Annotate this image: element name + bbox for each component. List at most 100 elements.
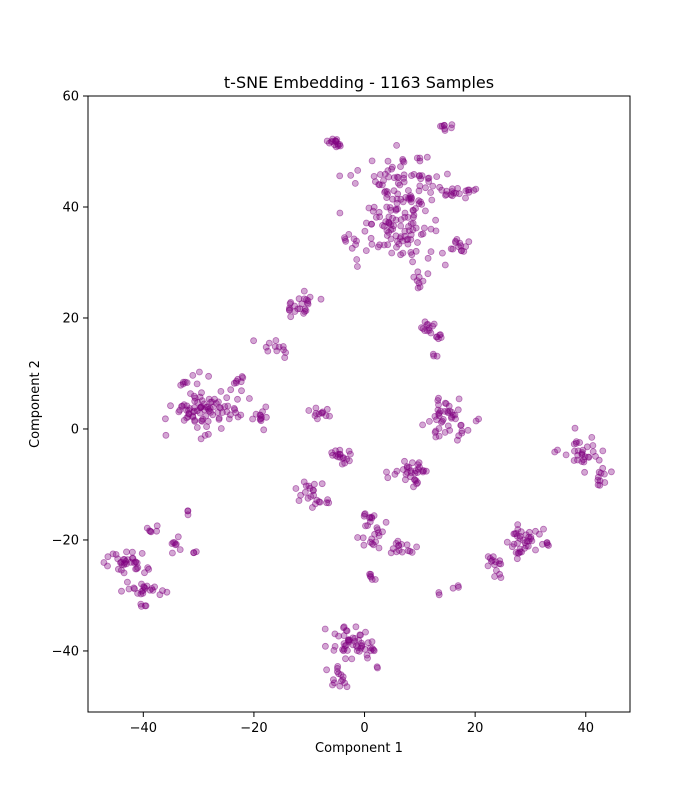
data-point	[432, 227, 440, 235]
y-tick-label: 0	[71, 422, 79, 437]
data-point	[404, 213, 412, 221]
data-point	[125, 585, 133, 593]
x-axis: −40 −20 0 20 40	[130, 712, 594, 736]
data-points	[100, 121, 615, 691]
data-point	[570, 440, 578, 448]
data-point	[329, 676, 337, 684]
data-point	[397, 222, 405, 230]
data-point	[332, 138, 340, 145]
data-point	[403, 541, 411, 549]
data-point	[345, 230, 353, 238]
data-point	[215, 415, 223, 423]
data-point	[515, 549, 523, 557]
data-point	[159, 587, 166, 594]
data-point	[369, 207, 377, 215]
data-point	[414, 469, 421, 476]
data-point	[287, 313, 295, 321]
data-point	[245, 395, 253, 402]
data-point	[424, 270, 432, 278]
data-point	[491, 573, 499, 580]
data-point	[360, 541, 368, 549]
data-point	[454, 406, 462, 414]
data-point	[149, 587, 157, 594]
data-point	[405, 195, 413, 203]
x-axis-label: Component 1	[315, 741, 403, 756]
data-point	[414, 239, 421, 246]
data-point	[452, 237, 459, 245]
data-point	[118, 587, 125, 595]
data-point	[318, 480, 326, 488]
data-point	[227, 386, 235, 394]
data-point	[250, 337, 258, 345]
data-point	[295, 295, 303, 303]
data-point	[336, 682, 344, 690]
data-point	[153, 527, 161, 535]
data-point	[384, 167, 392, 175]
data-point	[416, 182, 424, 190]
data-point	[401, 227, 409, 235]
plot-area-frame	[87, 95, 631, 713]
data-point	[301, 488, 309, 496]
data-point	[510, 540, 518, 548]
data-point	[583, 443, 591, 451]
data-point	[390, 187, 398, 195]
data-point	[231, 406, 239, 414]
data-point	[359, 534, 367, 542]
data-point	[393, 237, 401, 245]
data-point	[415, 197, 423, 205]
data-point	[435, 394, 442, 402]
data-point	[439, 415, 447, 423]
data-point	[345, 457, 353, 465]
data-point	[407, 192, 415, 200]
data-point	[399, 157, 407, 165]
data-point	[407, 231, 415, 239]
data-point	[262, 343, 270, 351]
data-point	[397, 216, 405, 224]
data-point	[348, 655, 356, 663]
data-point	[540, 525, 547, 533]
data-point	[104, 562, 111, 570]
data-point	[358, 642, 366, 650]
data-point	[223, 394, 231, 402]
data-point	[346, 450, 354, 458]
y-tick-label: −40	[52, 644, 79, 659]
data-point	[369, 645, 376, 652]
data-point	[118, 566, 125, 574]
data-point	[382, 518, 390, 526]
data-point	[431, 412, 439, 420]
data-point	[401, 476, 409, 484]
data-point	[376, 171, 384, 178]
data-point	[184, 507, 192, 515]
data-point	[252, 410, 260, 418]
data-point	[475, 415, 483, 423]
data-point	[189, 412, 197, 420]
data-point	[422, 184, 429, 192]
data-point	[444, 408, 451, 415]
data-point	[352, 241, 360, 249]
data-point	[388, 249, 396, 257]
data-point	[447, 191, 455, 199]
data-point	[435, 401, 442, 409]
data-point	[168, 549, 176, 557]
data-point	[321, 625, 329, 633]
data-point	[367, 234, 375, 242]
data-point	[128, 548, 136, 556]
data-point	[363, 651, 371, 659]
data-point	[354, 166, 362, 174]
data-point	[395, 542, 403, 550]
x-tick-label: 20	[467, 721, 484, 736]
data-point	[362, 247, 370, 255]
data-point	[403, 468, 411, 476]
data-point	[331, 643, 339, 650]
data-point	[195, 368, 203, 376]
data-point	[321, 642, 329, 650]
data-point	[524, 542, 532, 550]
data-point	[452, 189, 460, 197]
data-point	[368, 576, 376, 583]
y-tick-label: 60	[62, 90, 79, 105]
data-point	[415, 459, 423, 467]
data-point	[193, 380, 201, 388]
data-point	[441, 428, 449, 436]
data-point	[382, 218, 390, 226]
